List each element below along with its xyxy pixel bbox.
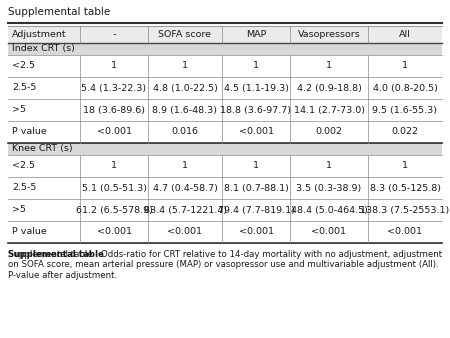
Text: Index CRT (s): Index CRT (s) — [12, 45, 75, 53]
Bar — [8, 221, 442, 243]
Text: 4.2 (0.9-18.8): 4.2 (0.9-18.8) — [297, 83, 361, 93]
Bar — [8, 99, 442, 121]
Text: 5.1 (0.5-51.3): 5.1 (0.5-51.3) — [81, 184, 147, 193]
Text: P value: P value — [12, 127, 47, 137]
Text: 4.8 (1.0-22.5): 4.8 (1.0-22.5) — [153, 83, 217, 93]
Text: MAP: MAP — [246, 30, 266, 39]
Text: <0.001: <0.001 — [96, 127, 131, 137]
Text: 48.4 (5.0-464.5): 48.4 (5.0-464.5) — [291, 206, 368, 215]
Text: All: All — [399, 30, 411, 39]
Text: 9.5 (1.6-55.3): 9.5 (1.6-55.3) — [373, 105, 437, 115]
Text: 8.1 (0.7-88.1): 8.1 (0.7-88.1) — [224, 184, 288, 193]
Text: Knee CRT (s): Knee CRT (s) — [12, 145, 72, 153]
Text: 1: 1 — [182, 162, 188, 170]
Text: <0.001: <0.001 — [238, 227, 274, 237]
Text: 138.3 (7.5-2553.1): 138.3 (7.5-2553.1) — [360, 206, 450, 215]
Bar — [8, 55, 442, 77]
Text: 79.4 (7.7-819.1): 79.4 (7.7-819.1) — [217, 206, 294, 215]
Bar — [8, 43, 442, 55]
Text: >5: >5 — [12, 105, 26, 115]
Bar — [8, 77, 442, 99]
Text: 61.2 (6.5-578.9): 61.2 (6.5-578.9) — [76, 206, 153, 215]
Text: 3.5 (0.3-38.9): 3.5 (0.3-38.9) — [297, 184, 362, 193]
Text: 4.0 (0.8-20.5): 4.0 (0.8-20.5) — [373, 83, 437, 93]
Bar — [8, 143, 442, 155]
Text: 1: 1 — [402, 62, 408, 71]
Text: <2.5: <2.5 — [12, 162, 35, 170]
Text: Adjustment: Adjustment — [12, 30, 67, 39]
Text: 1: 1 — [253, 162, 259, 170]
Text: 0.022: 0.022 — [392, 127, 418, 137]
Text: <2.5: <2.5 — [12, 62, 35, 71]
Text: <0.001: <0.001 — [167, 227, 202, 237]
Text: 1: 1 — [402, 162, 408, 170]
Text: 4.5 (1.1-19.3): 4.5 (1.1-19.3) — [224, 83, 288, 93]
Bar — [8, 121, 442, 143]
Text: 0.016: 0.016 — [171, 127, 198, 137]
Text: 4.7 (0.4-58.7): 4.7 (0.4-58.7) — [153, 184, 217, 193]
Text: 1: 1 — [111, 162, 117, 170]
Text: <0.001: <0.001 — [311, 227, 346, 237]
Text: 14.1 (2.7-73.0): 14.1 (2.7-73.0) — [293, 105, 365, 115]
Text: 1: 1 — [326, 62, 332, 71]
Text: Vasopressors: Vasopressors — [297, 30, 360, 39]
Bar — [8, 155, 442, 177]
Text: SOFA score: SOFA score — [158, 30, 211, 39]
Text: 2.5-5: 2.5-5 — [12, 184, 36, 193]
Text: <0.001: <0.001 — [96, 227, 131, 237]
Text: >5: >5 — [12, 206, 26, 215]
Text: <0.001: <0.001 — [387, 227, 423, 237]
Text: 0.002: 0.002 — [315, 127, 342, 137]
Text: <0.001: <0.001 — [238, 127, 274, 137]
Text: 8.3 (0.5-125.8): 8.3 (0.5-125.8) — [369, 184, 441, 193]
Text: Supplemental table : Odds-ratio for CRT relative to 14-day mortality with no adj: Supplemental table : Odds-ratio for CRT … — [8, 250, 442, 280]
Text: 1: 1 — [111, 62, 117, 71]
Text: 18 (3.6-89.6): 18 (3.6-89.6) — [83, 105, 145, 115]
Text: 1: 1 — [326, 162, 332, 170]
Bar — [8, 177, 442, 199]
Text: -: - — [112, 30, 116, 39]
Bar — [8, 199, 442, 221]
Text: 2.5-5: 2.5-5 — [12, 83, 36, 93]
Text: 1: 1 — [253, 62, 259, 71]
Bar — [8, 25, 442, 43]
Text: 8.9 (1.6-48.3): 8.9 (1.6-48.3) — [153, 105, 217, 115]
Text: 1: 1 — [182, 62, 188, 71]
Text: 83.4 (5.7-1221.4): 83.4 (5.7-1221.4) — [144, 206, 226, 215]
Text: Supplemental table: Supplemental table — [8, 7, 110, 17]
Text: 18.8 (3.6-97.7): 18.8 (3.6-97.7) — [220, 105, 292, 115]
Text: Supplemental table: Supplemental table — [8, 250, 104, 259]
Text: 5.4 (1.3-22.3): 5.4 (1.3-22.3) — [81, 83, 147, 93]
Text: P value: P value — [12, 227, 47, 237]
